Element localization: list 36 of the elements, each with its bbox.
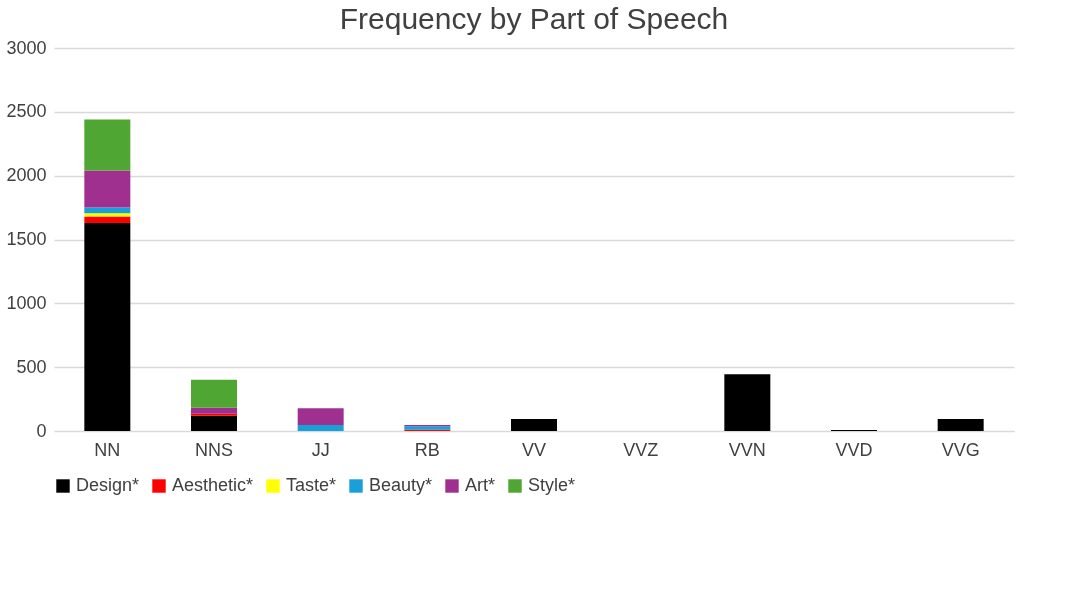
- legend-label: Design*: [76, 475, 140, 495]
- y-tick-label: 2500: [6, 101, 47, 122]
- bar: [84, 213, 131, 217]
- x-tick-label: VVZ: [623, 439, 659, 460]
- y-tick-label: 0: [36, 420, 47, 441]
- bar: [84, 119, 131, 171]
- x-tick-label: VV: [521, 439, 547, 460]
- bar: [191, 415, 237, 431]
- bar: [937, 419, 984, 431]
- bar: [724, 374, 771, 431]
- bar: [297, 408, 344, 425]
- legend-label: Taste*: [286, 475, 337, 495]
- bar: [297, 425, 344, 431]
- x-tick-label: VVN: [728, 439, 766, 460]
- y-tick-label: 1000: [6, 292, 47, 313]
- bar: [511, 419, 557, 431]
- x-tick-label: VVD: [835, 439, 873, 460]
- bar: [191, 407, 237, 414]
- y-tick-label: 500: [16, 356, 47, 377]
- bar: [84, 170, 131, 208]
- y-tick-label: 3000: [6, 37, 47, 58]
- y-tick-label: 2000: [6, 165, 47, 186]
- bar: [191, 379, 237, 408]
- legend-label: Style*: [528, 475, 576, 495]
- legend-label: Aesthetic*: [172, 475, 254, 495]
- x-tick-label: JJ: [311, 439, 330, 460]
- chart-title: Frequency by Part of Speech: [339, 2, 729, 35]
- x-tick-label: NNS: [194, 439, 234, 460]
- x-tick-label: NN: [94, 439, 121, 460]
- y-tick-label: 1500: [6, 229, 47, 249]
- legend-label: Art*: [465, 475, 496, 495]
- x-tick-label: RB: [414, 439, 440, 460]
- bar: [84, 222, 131, 431]
- legend-label: Beauty*: [369, 475, 433, 495]
- x-tick-label: VVG: [941, 439, 980, 460]
- bar: [84, 216, 131, 223]
